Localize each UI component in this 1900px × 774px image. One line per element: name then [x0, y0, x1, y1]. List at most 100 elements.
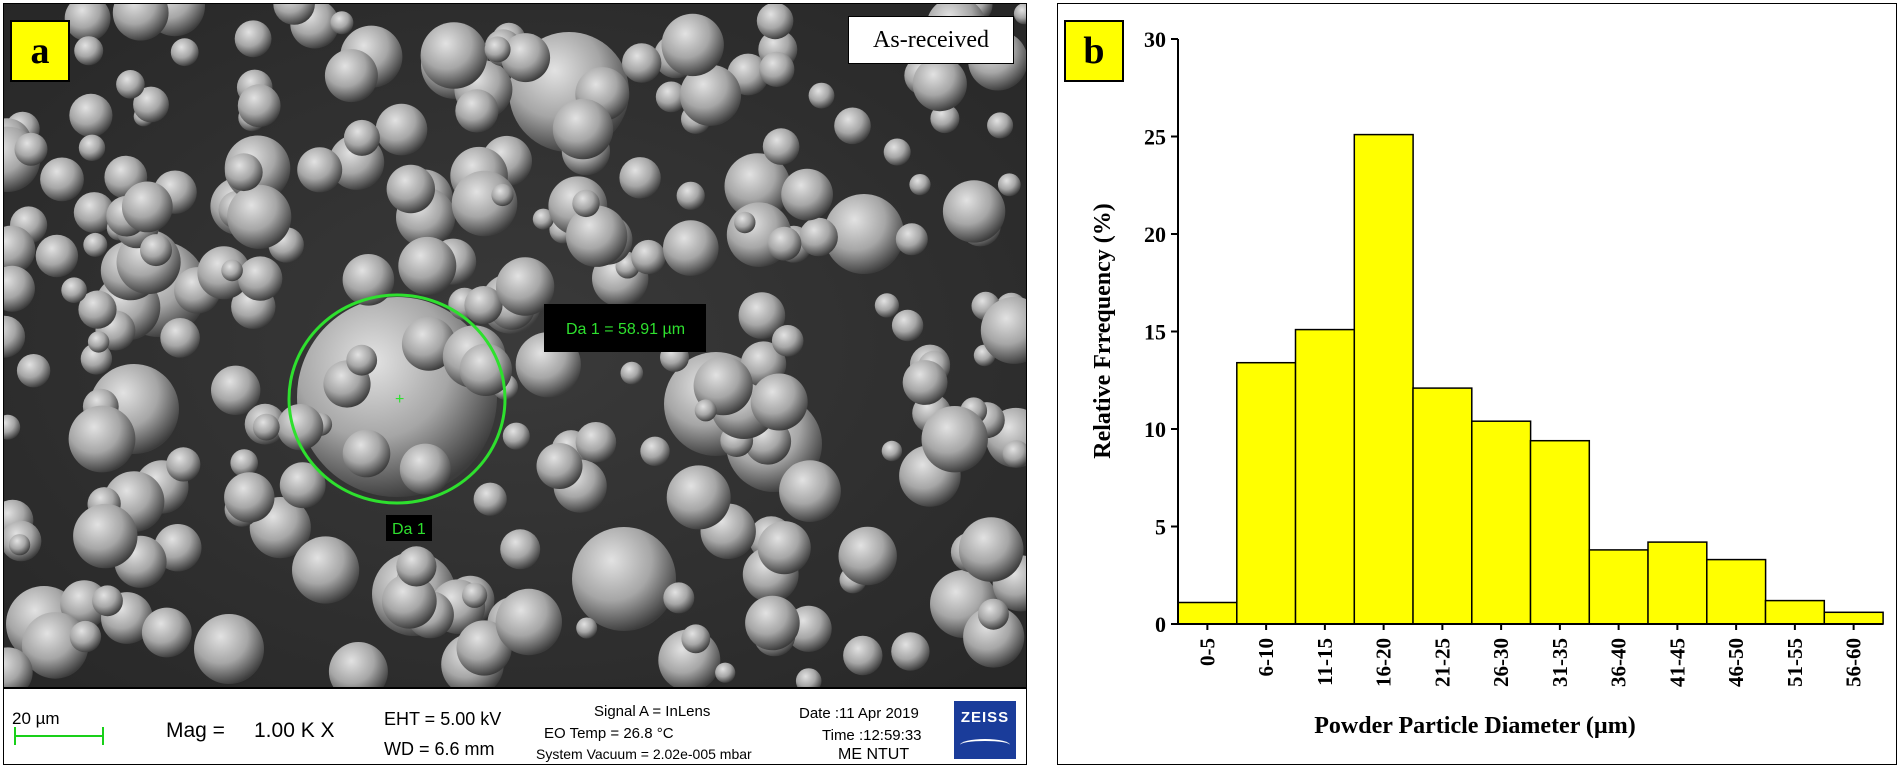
powder-particle	[767, 226, 802, 261]
powder-particle	[277, 404, 324, 451]
y-axis-label: Relative Frrequency (%)	[1090, 203, 1116, 458]
powder-particle	[83, 232, 108, 257]
powder-particle	[750, 373, 808, 431]
powder-particle	[502, 422, 530, 450]
powder-particle	[9, 534, 31, 556]
powder-particle	[455, 89, 499, 133]
powder-particle	[942, 180, 1006, 243]
powder-particle	[500, 529, 541, 570]
eo-temp-value: EO Temp = 26.8 °C	[544, 725, 674, 742]
powder-particle	[133, 86, 169, 123]
powder-particle	[221, 259, 243, 282]
powder-particle	[342, 429, 391, 478]
histogram-bar	[1236, 361, 1297, 625]
powder-particle	[834, 107, 871, 145]
powder-particle	[495, 257, 555, 316]
histogram-bar	[1764, 599, 1826, 625]
powder-particle	[491, 183, 514, 207]
histogram-bar	[1353, 133, 1414, 625]
powder-particle	[681, 624, 711, 654]
powder-particle	[779, 460, 841, 522]
powder-particle	[224, 472, 275, 523]
powder-particle	[666, 465, 731, 530]
powder-particle	[909, 174, 931, 196]
powder-particle	[80, 343, 113, 375]
histogram-bar	[1471, 420, 1532, 625]
powder-particle	[64, 4, 111, 42]
powder-particle	[619, 157, 661, 199]
powder-particle	[679, 64, 742, 126]
powder-particle	[16, 354, 51, 388]
powder-particle	[211, 365, 261, 415]
x-tick-label: 46-50	[1724, 638, 1748, 687]
powder-particle	[386, 164, 435, 214]
mag-value: 1.00 K X	[254, 719, 335, 742]
time-value: Time :12:59:33	[822, 727, 922, 744]
x-tick-label: 51-55	[1783, 638, 1807, 687]
powder-particle	[121, 181, 173, 233]
y-tick-label: 25	[1144, 125, 1166, 150]
powder-particle	[756, 4, 794, 40]
y-tick-label: 30	[1144, 27, 1166, 52]
powder-particle	[4, 265, 35, 312]
powder-particle	[921, 406, 988, 473]
powder-particle	[694, 399, 717, 422]
powder-particle	[401, 317, 456, 371]
powder-particle	[396, 546, 437, 587]
measurement-circle	[287, 293, 507, 505]
powder-particle	[977, 598, 1009, 630]
x-tick-label: 36-40	[1607, 638, 1631, 687]
powder-particle	[252, 413, 280, 441]
powder-particle	[78, 134, 106, 161]
date-value: Date :11 Apr 2019	[799, 705, 919, 722]
powder-particle	[473, 482, 507, 516]
powder-particle	[734, 211, 756, 234]
powder-particle	[330, 11, 354, 35]
powder-particle	[40, 157, 84, 202]
powder-particle	[640, 436, 670, 466]
histogram-bar	[1706, 558, 1767, 625]
powder-particle	[532, 208, 554, 230]
zeiss-logo: ZEISS	[954, 701, 1016, 759]
powder-particle	[141, 607, 192, 658]
powder-particle	[891, 632, 930, 671]
powder-particle	[958, 517, 1024, 582]
powder-particle	[87, 331, 110, 353]
powder-particle	[883, 138, 911, 166]
powder-particle	[536, 443, 583, 489]
powder-particle	[112, 4, 169, 41]
powder-particle	[292, 536, 360, 604]
x-axis-ticks: 0-5 6-10 11-15 16-20 21-25 26-30 31-35 36-40 41-…	[1195, 624, 1866, 687]
powder-particle	[987, 112, 1014, 139]
powder-particle	[838, 526, 897, 586]
powder-particle	[572, 527, 676, 631]
powder-particle	[194, 614, 264, 684]
powder-particle	[398, 236, 457, 295]
powder-particle	[230, 449, 258, 477]
powder-particle	[399, 443, 451, 495]
powder-particle	[980, 296, 1026, 364]
powder-particles	[4, 4, 1026, 687]
powder-particle	[4, 225, 36, 274]
powder-particle	[234, 20, 272, 58]
powder-particle	[759, 51, 795, 87]
powder-particle	[745, 595, 800, 651]
powder-particle	[575, 422, 617, 463]
powder-particle	[676, 181, 705, 210]
scale-bar	[14, 727, 104, 745]
powder-particle	[73, 192, 115, 233]
powder-particle	[715, 662, 736, 683]
y-tick-label: 20	[1144, 222, 1166, 247]
powder-particle	[69, 620, 102, 653]
measurement-marker-box	[386, 515, 432, 541]
powder-particle	[1002, 440, 1026, 468]
powder-particle	[279, 462, 326, 509]
powder-particle	[4, 414, 21, 440]
powder-particle	[663, 220, 719, 276]
scale-bar-label: 20 µm	[12, 709, 60, 728]
powder-particle	[631, 239, 666, 275]
vacuum-value: System Vacuum = 2.02e-005 mbar	[536, 746, 752, 762]
powder-particle	[484, 36, 511, 63]
powder-particle	[343, 119, 380, 156]
powder-particle	[381, 573, 437, 629]
